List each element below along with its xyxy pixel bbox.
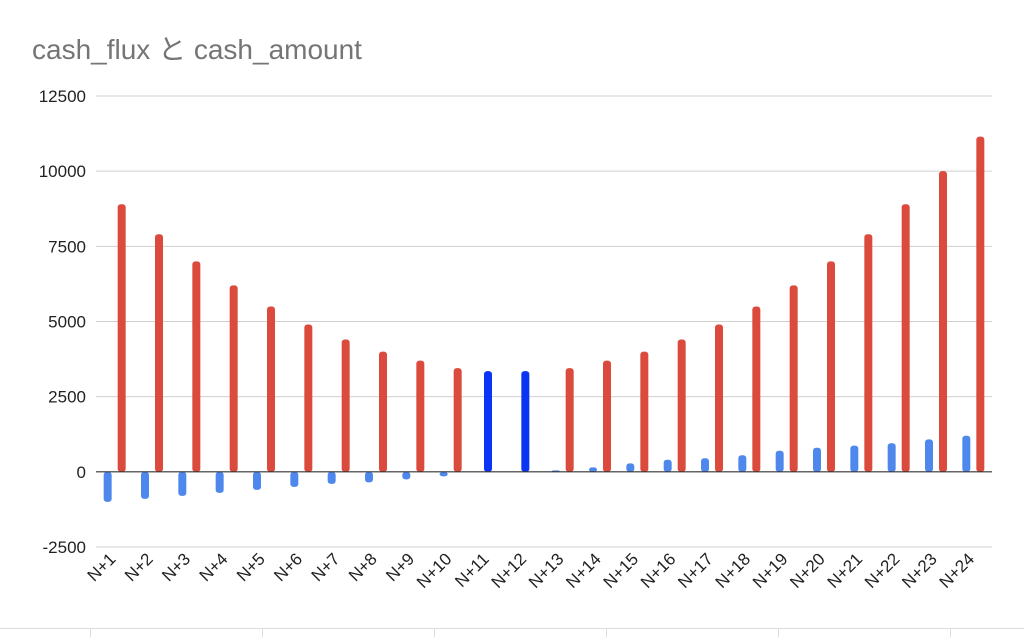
x-tick-label: N+8 [345,549,381,585]
cash-flux-bar [290,471,299,487]
cash-flux-bar [178,471,187,496]
cash-amount-bar [229,285,238,472]
cash-flux-bar [253,471,261,490]
cash-amount-bar [304,324,313,472]
cash-flux-bar [439,471,448,477]
cash-flux-bar [402,471,411,480]
x-tick-label: N+18 [712,549,755,592]
cash-flux-bar [701,458,709,472]
cash-flux-bar [775,450,784,472]
y-tick-label: -2500 [43,538,86,557]
bottom-tick [606,629,607,637]
cash-amount-bar [117,204,126,472]
bottom-tick [778,629,779,637]
x-tick-label: N+17 [674,549,717,592]
x-tick-label: N+21 [824,549,867,592]
chart-title: cash_flux と cash_amount [32,34,362,65]
x-tick-label: N+2 [121,549,157,585]
cash-flux-bar [663,459,672,472]
x-tick-label: N+11 [451,549,493,591]
x-tick-label: N+5 [233,549,269,585]
cash-flux-bar [850,445,859,472]
cash-amount-bar [192,261,201,472]
x-tick-label: N+22 [861,549,904,592]
cash-flux-bar [925,439,933,472]
cash-flux-bar [365,471,373,483]
cash-flux-bar [626,463,635,472]
cash-amount-bar [341,339,350,472]
cash-flux-bar [215,471,224,493]
x-axis-ticks: N+1 N+2 N+3 N+4 N+5 N+6 N+7 N+8 N+9N+10N+11N+12N… [84,549,978,592]
x-tick-label: N+1 [84,549,120,585]
x-tick-label: N+12 [488,549,531,592]
y-tick-label: 5000 [48,313,86,332]
cash-flux-bar [962,435,971,472]
cash-amount-bar [416,360,425,472]
cash-flux-bar [521,371,530,472]
y-tick-label: 0 [77,463,86,482]
cash-amount-bar [565,368,574,472]
y-tick-label: 7500 [48,237,86,256]
bottom-divider [0,628,1024,629]
cash-amount-bar [603,360,611,472]
x-tick-label: N+7 [308,549,344,585]
x-tick-label: N+3 [158,549,194,585]
x-tick-label: N+15 [600,549,643,592]
y-tick-label: 10000 [39,162,86,181]
x-tick-label: N+16 [637,549,680,592]
cash-flux-bar [141,471,149,499]
cash-amount-bar [827,261,835,472]
x-tick-label: N+19 [749,549,792,592]
cash-amount-bar [155,234,163,472]
x-tick-label: N+9 [382,549,418,585]
y-tick-label: 12500 [39,87,86,106]
cash-amount-bar [752,306,761,472]
bars [103,136,985,502]
cash-amount-bar [453,368,462,472]
y-axis-ticks: -2500 0 2500 5000 7500 10000 12500 [39,87,86,557]
cash-amount-bar [976,136,985,472]
cash-flux-bar [327,471,336,484]
cash-flux-bar [813,447,821,472]
cash-amount-bar [677,339,686,472]
bottom-tick [90,629,91,637]
bottom-tick [950,629,951,637]
cash-amount-bar [715,324,723,472]
x-tick-label: N+10 [413,549,456,592]
bottom-tick [434,629,435,637]
x-tick-label: N+24 [936,549,979,592]
x-tick-label: N+14 [562,549,605,592]
x-tick-label: N+13 [525,549,568,592]
cash-amount-bar [864,234,873,472]
cash-amount-bar [379,351,387,472]
gridlines [96,95,992,548]
y-tick-label: 2500 [48,388,86,407]
x-tick-label: N+23 [898,549,941,592]
cash-amount-bar [901,204,910,472]
x-tick-label: N+4 [196,549,232,585]
cash-amount-bar [267,306,275,472]
cash-flux-bar [887,443,896,472]
cash-flux-bar [738,455,747,472]
cash-flux-bar [484,371,492,472]
cash-amount-bar [939,171,947,472]
cash-amount-bar [640,351,649,472]
cash-amount-bar [789,285,798,472]
x-tick-label: N+6 [270,549,306,585]
cash-flux-bar [103,471,112,502]
x-tick-label: N+20 [786,549,829,592]
cash-flux-bar [589,467,597,472]
bottom-tick [262,629,263,637]
